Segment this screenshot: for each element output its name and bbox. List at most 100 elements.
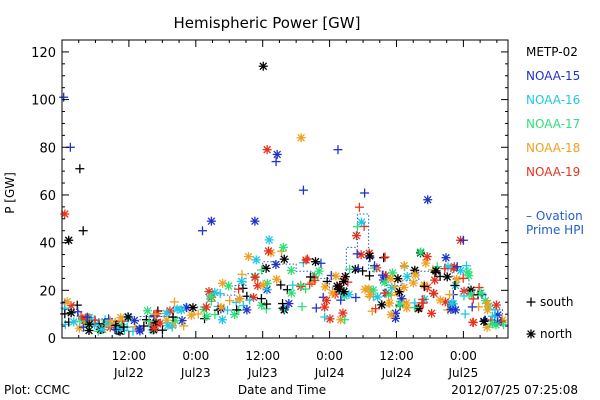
data-point: [66, 308, 76, 318]
data-point: [297, 302, 307, 312]
data-point: [271, 259, 281, 269]
data-point: [380, 252, 390, 262]
legend-entry: NOAA-15: [526, 69, 580, 83]
data-point: [447, 298, 457, 308]
data-point: [431, 266, 441, 276]
data-point: [251, 255, 261, 265]
data-point: [224, 281, 234, 291]
chart-title: Hemispheric Power [GW]: [174, 14, 361, 32]
y-tick-label: 100: [31, 94, 56, 109]
data-point: [352, 249, 362, 259]
data-point: [356, 217, 366, 227]
data-point: [365, 290, 375, 300]
data-point: [262, 145, 272, 155]
x-tick-date-label: Jul23: [180, 366, 211, 380]
data-point: [258, 61, 268, 71]
data-point: [97, 325, 107, 335]
data-point: [143, 306, 153, 316]
data-point: [459, 286, 469, 296]
y-axis-label: P [GW]: [3, 172, 17, 214]
data-point: [410, 270, 420, 280]
footer-plot-credit: Plot: CCMC: [4, 383, 70, 397]
data-point: [394, 287, 404, 297]
data-point: [305, 279, 315, 289]
data-point: [393, 274, 403, 284]
data-point: [170, 297, 180, 307]
data-point: [365, 251, 375, 261]
plot-axes: 0 20 40 60 80 100 120 12:00 Jul22 0:00 Jul23 12:00 J…: [31, 39, 509, 380]
data-point: [333, 145, 343, 155]
data-point: [487, 311, 497, 321]
x-tick-date-label: Jul25: [448, 366, 479, 380]
y-tick-label: 0: [48, 332, 56, 347]
data-point: [356, 250, 366, 260]
data-point: [272, 149, 282, 159]
data-point: [327, 288, 337, 298]
data-point: [345, 264, 355, 274]
scatter-points-layer: [59, 61, 509, 336]
x-tick-label: 0:00: [450, 349, 477, 363]
data-point: [360, 284, 370, 294]
data-point: [483, 305, 493, 315]
y-tick-label: 20: [39, 284, 56, 299]
data-point: [271, 157, 281, 167]
data-point: [111, 320, 121, 330]
data-point: [358, 266, 368, 276]
data-point: [458, 235, 468, 245]
marker-legend-symbol: [526, 297, 536, 307]
data-point: [338, 308, 348, 318]
marker-legend-label: south: [540, 295, 574, 309]
ovation-legend-label: – Ovation: [526, 209, 583, 223]
data-point: [365, 271, 375, 281]
data-point: [440, 264, 450, 274]
data-point: [435, 295, 445, 305]
data-point: [69, 317, 79, 327]
data-point: [408, 278, 418, 288]
data-point: [421, 258, 431, 268]
y-tick-label: 40: [39, 237, 56, 252]
data-point: [441, 253, 451, 263]
data-point: [245, 295, 255, 305]
data-point: [298, 185, 308, 195]
data-point: [264, 235, 274, 245]
data-point: [75, 316, 85, 326]
plot-frame: [61, 39, 509, 339]
data-point: [320, 302, 330, 312]
data-point: [90, 315, 100, 325]
data-point: [380, 288, 390, 298]
data-point: [370, 261, 380, 271]
x-tick-label: 0:00: [182, 349, 209, 363]
data-point: [320, 312, 330, 322]
data-point: [339, 277, 349, 287]
data-point: [215, 289, 225, 299]
footer-timestamp: 2012/07/25 07:25:08: [451, 383, 578, 397]
data-point: [201, 302, 211, 312]
data-point: [452, 274, 462, 284]
data-point: [244, 252, 254, 262]
data-point: [395, 299, 405, 309]
data-point: [371, 304, 381, 314]
data-point: [134, 324, 144, 334]
data-point: [459, 291, 469, 301]
data-point: [419, 281, 429, 291]
data-point: [442, 272, 452, 282]
data-point: [390, 281, 400, 291]
legend-entry: NOAA-18: [526, 141, 580, 155]
data-point: [188, 303, 198, 313]
data-point: [423, 195, 433, 205]
data-point: [377, 300, 387, 310]
legend: METP-02 NOAA-15 NOAA-16 NOAA-17 NOAA-18 NOAA-…: [526, 45, 584, 341]
data-point: [261, 263, 271, 273]
data-point: [276, 280, 286, 290]
data-point: [75, 164, 85, 174]
data-point: [331, 271, 341, 281]
data-point: [476, 288, 486, 298]
data-point: [401, 298, 411, 308]
data-point: [202, 311, 212, 321]
x-axis-label: Date and Time: [238, 383, 326, 397]
data-point: [301, 284, 311, 294]
data-point: [422, 252, 432, 262]
data-point: [492, 300, 502, 310]
data-point: [451, 305, 461, 315]
